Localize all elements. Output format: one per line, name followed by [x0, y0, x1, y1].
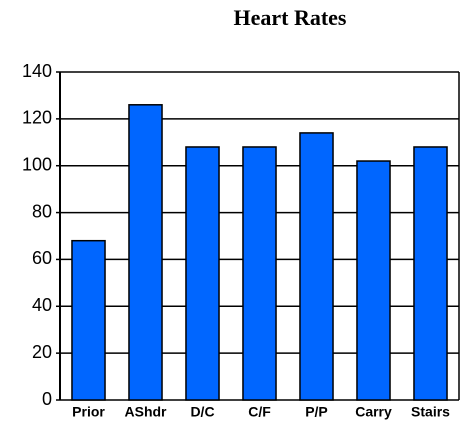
y-tick-label: 80 — [32, 201, 52, 221]
y-tick-label: 20 — [32, 342, 52, 362]
bar — [356, 160, 391, 401]
bar — [128, 104, 163, 401]
bar — [413, 146, 448, 401]
x-tick-label: P/P — [305, 404, 328, 420]
y-tick-label: 140 — [22, 61, 52, 81]
bar — [299, 132, 334, 401]
y-tick-label: 120 — [22, 108, 52, 128]
x-tick-label: Prior — [72, 404, 105, 420]
x-tick-label: AShdr — [125, 404, 168, 420]
x-tick-label: C/F — [248, 404, 271, 420]
y-tick-label: 60 — [32, 248, 52, 268]
x-tick-label: Carry — [355, 404, 392, 420]
x-tick-label: D/C — [190, 404, 214, 420]
bar — [242, 146, 277, 401]
x-tick-label: Stairs — [411, 404, 450, 420]
chart-title: Heart Rates — [233, 5, 346, 30]
y-tick-label: 0 — [42, 389, 52, 409]
bar — [185, 146, 220, 401]
bar — [71, 239, 106, 401]
y-tick-label: 100 — [22, 154, 52, 174]
y-tick-label: 40 — [32, 295, 52, 315]
